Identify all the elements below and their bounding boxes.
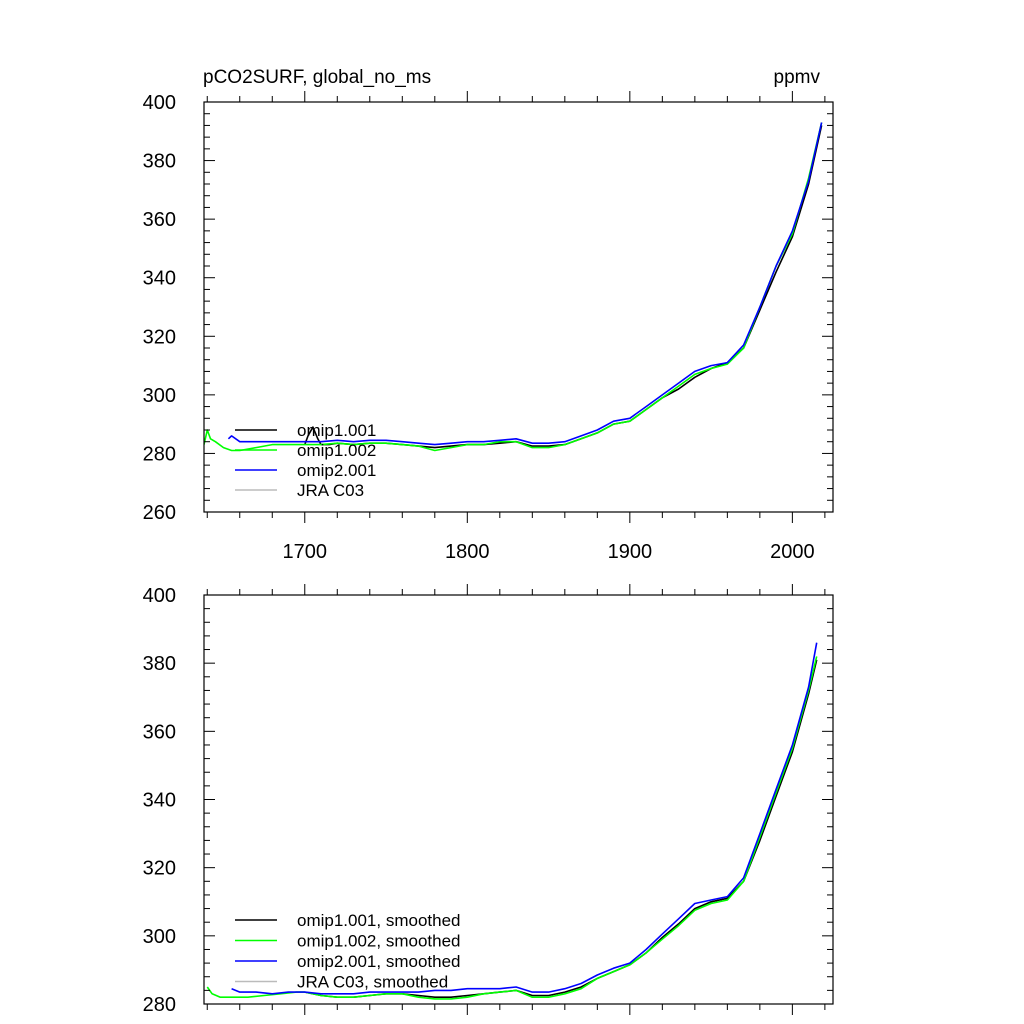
y-tick-label: 340 <box>143 268 176 290</box>
y-tick-label: 280 <box>143 443 176 465</box>
x-tick-label: 2000 <box>770 541 815 563</box>
y-tick-label: 280 <box>143 994 176 1016</box>
legend-label: JRA C03, smoothed <box>297 973 448 992</box>
y-tick-label: 400 <box>143 92 176 114</box>
y-tick-label: 320 <box>143 326 176 348</box>
y-tick-label: 360 <box>143 209 176 231</box>
figure: pCO2SURF, global_no_ms ppmv 260 280 300 320… <box>0 0 1024 1024</box>
x-tick-label: 1900 <box>608 541 653 563</box>
legend-label: omip1.001 <box>297 421 376 440</box>
y-tick-label: 400 <box>143 585 176 607</box>
y-tick-label: 380 <box>143 151 176 173</box>
legend-label: omip1.002 <box>297 441 376 460</box>
y-tick-label: 320 <box>143 858 176 880</box>
y-tick-label: 340 <box>143 790 176 812</box>
legend-label: omip2.001 <box>297 461 376 480</box>
y-tick-label: 360 <box>143 721 176 743</box>
y-tick-label: 260 <box>143 502 176 524</box>
y-tick-label: 300 <box>143 385 176 407</box>
legend-label: omip1.002, smoothed <box>297 932 461 951</box>
legend-label: JRA C03 <box>297 481 364 500</box>
panel-1-units: ppmv <box>774 67 821 88</box>
legend-label: omip2.001, smoothed <box>297 952 461 971</box>
panel-1-title: pCO2SURF, global_no_ms <box>203 67 431 88</box>
x-tick-label: 1800 <box>445 541 490 563</box>
y-tick-label: 380 <box>143 653 176 675</box>
legend-label: omip1.001, smoothed <box>297 911 461 930</box>
x-tick-label: 1700 <box>283 541 328 563</box>
y-tick-label: 300 <box>143 926 176 948</box>
